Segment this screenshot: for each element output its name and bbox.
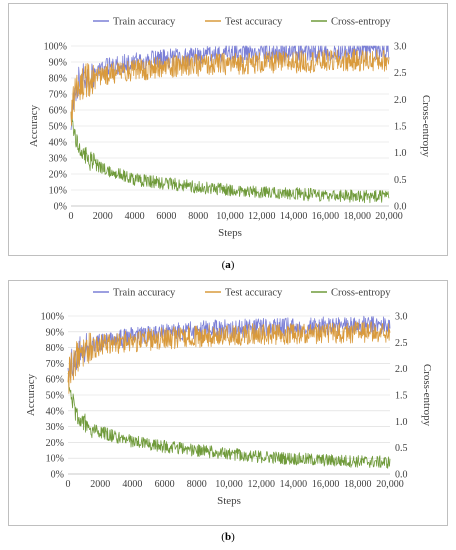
y2-tick-label: 2.5 xyxy=(395,338,408,349)
y2-tick-label: 1.0 xyxy=(394,148,407,159)
y2-tick-label: 0.0 xyxy=(395,470,408,481)
legend-entry: Test accuracy xyxy=(225,17,283,28)
y-tick-label: 60% xyxy=(49,106,67,117)
y-tick-label: 70% xyxy=(46,359,64,370)
y-tick-label: 100% xyxy=(41,312,64,323)
y-tick-label: 90% xyxy=(49,58,67,69)
caption-b: (b) xyxy=(221,531,235,543)
series-line-test-accuracy xyxy=(70,49,390,126)
y-tick-label: 80% xyxy=(46,343,64,354)
y-tick-label: 50% xyxy=(46,391,64,402)
chart-b-svg: 0% 10% 20% 30% 40% 50% 60% 70% 80% 90% 100% 0.0 0.5 1… xyxy=(25,288,433,508)
y-tick-label: 20% xyxy=(49,170,67,181)
legend-entry: Cross-entropy xyxy=(331,17,391,28)
x-tick-label: 0 xyxy=(69,211,74,222)
y2-tick-label: 2.5 xyxy=(394,68,407,79)
x-tick-label: 10,000 xyxy=(215,479,243,490)
x-tick-label: 6000 xyxy=(156,211,176,222)
y-tick-label: 100% xyxy=(44,42,67,53)
legend-entry: Train accuracy xyxy=(113,288,176,299)
y-tick-label: 30% xyxy=(46,422,64,433)
y-tick-label: 10% xyxy=(46,454,64,465)
y-tick-label: 50% xyxy=(49,122,67,133)
y2-tick-label: 0.0 xyxy=(394,202,407,213)
y2-tick-label: 2.0 xyxy=(395,364,408,375)
y-tick-label: 30% xyxy=(49,154,67,165)
y-tick-label: 0% xyxy=(54,202,67,213)
x-tick-label: 12,000 xyxy=(247,479,275,490)
x-tick-label: 2000 xyxy=(90,479,110,490)
chart-panel-a: 0% 10% 20% 30% 40% 50% 60% 70% 80% 90% 100% 0.0 0.5 1… xyxy=(8,3,448,256)
x-tick-label: 20,000 xyxy=(375,211,403,222)
x-tick-label: 2000 xyxy=(93,211,113,222)
x-tick-label: 10,000 xyxy=(216,211,244,222)
x-tick-label: 0 xyxy=(66,479,71,490)
y-axis-label: Accuracy xyxy=(28,104,40,147)
y2-tick-label: 3.0 xyxy=(394,42,407,53)
x-tick-label: 8000 xyxy=(188,211,208,222)
y2-axis-label: Cross-entropy xyxy=(420,95,432,158)
legend-entry: Train accuracy xyxy=(113,17,176,28)
y2-tick-label: 3.0 xyxy=(395,312,408,323)
x-tick-label: 20,000 xyxy=(376,479,404,490)
series-line-train-accuracy xyxy=(67,315,391,381)
y-tick-label: 70% xyxy=(49,90,67,101)
y2-axis-label: Cross-entropy xyxy=(421,364,433,427)
x-tick-label: 14,000 xyxy=(280,479,308,490)
x-tick-label: 4000 xyxy=(122,479,142,490)
x-tick-label: 16,000 xyxy=(312,211,340,222)
x-tick-label: 4000 xyxy=(125,211,145,222)
y2-tick-label: 1.5 xyxy=(395,391,408,402)
y2-tick-label: 1.0 xyxy=(395,417,408,428)
y2-tick-label: 0.5 xyxy=(394,175,407,186)
legend-entry: Cross-entropy xyxy=(331,288,391,299)
chart-panel-b: 0% 10% 20% 30% 40% 50% 60% 70% 80% 90% 100% 0.0 0.5 1… xyxy=(8,280,448,526)
y-tick-label: 60% xyxy=(46,375,64,386)
y-tick-label: 10% xyxy=(49,186,67,197)
x-tick-label: 12,000 xyxy=(248,211,276,222)
y-tick-label: 40% xyxy=(46,406,64,417)
y2-tick-label: 0.5 xyxy=(395,443,408,454)
y2-tick-label: 2.0 xyxy=(394,95,407,106)
y-tick-label: 80% xyxy=(49,74,67,85)
x-tick-label: 6000 xyxy=(155,479,175,490)
series-line-cross-entropy xyxy=(70,111,390,204)
x-tick-label: 18,000 xyxy=(343,211,371,222)
chart-a-svg: 0% 10% 20% 30% 40% 50% 60% 70% 80% 90% 100% 0.0 0.5 1… xyxy=(28,17,432,240)
y2-tick-label: 1.5 xyxy=(394,122,407,133)
x-tick-label: 8000 xyxy=(187,479,207,490)
x-tick-label: 18,000 xyxy=(344,479,372,490)
y-tick-label: 20% xyxy=(46,438,64,449)
caption-a: (a) xyxy=(221,259,235,271)
x-tick-label: 14,000 xyxy=(280,211,308,222)
legend-entry: Test accuracy xyxy=(225,288,283,299)
series-line-cross-entropy xyxy=(67,372,391,469)
x-axis-label: Steps xyxy=(218,227,242,239)
y-tick-label: 90% xyxy=(46,327,64,338)
y-axis-label: Accuracy xyxy=(25,373,37,416)
y-tick-label: 40% xyxy=(49,138,67,149)
y-tick-label: 0% xyxy=(51,470,64,481)
x-tick-label: 16,000 xyxy=(312,479,340,490)
series-line-test-accuracy xyxy=(67,321,391,394)
x-axis-label: Steps xyxy=(217,495,241,507)
